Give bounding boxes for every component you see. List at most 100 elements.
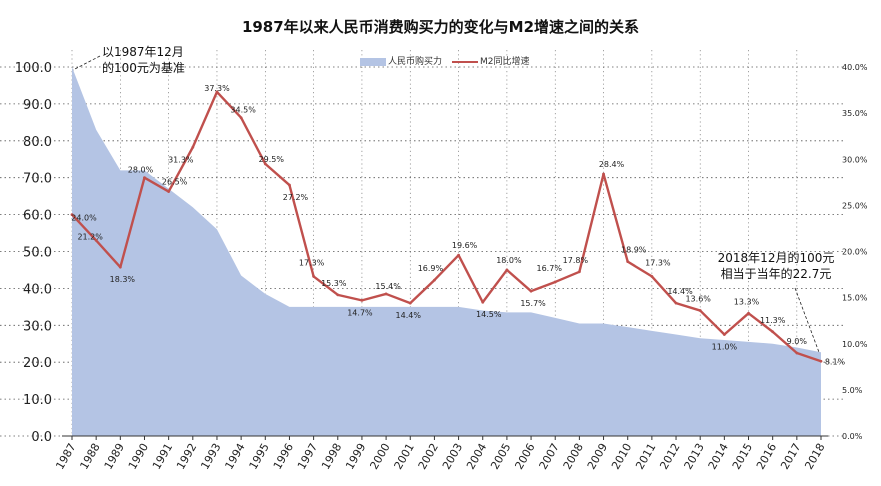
line-point bbox=[433, 278, 436, 282]
line-point bbox=[698, 309, 702, 312]
line-point bbox=[577, 270, 581, 274]
legend-item-purchasing-power: 人民币购买力 bbox=[360, 54, 442, 67]
y-left-tick-label: 100.0 bbox=[15, 61, 52, 76]
line-m2-growth bbox=[71, 90, 822, 363]
legend-swatch-area bbox=[360, 57, 386, 66]
annotation-baseline-line-2: 的100元为基准 bbox=[102, 61, 185, 75]
x-tick-label: 2012 bbox=[657, 441, 682, 472]
area-layer bbox=[72, 67, 821, 436]
data-label: 16.9% bbox=[418, 264, 444, 273]
x-tick-label: 2014 bbox=[706, 441, 731, 472]
x-tick-label: 1988 bbox=[78, 441, 103, 472]
x-tick-label: 1995 bbox=[247, 441, 272, 472]
line-point bbox=[650, 275, 654, 278]
x-tick-label: 2000 bbox=[367, 441, 392, 472]
data-label: 17.8% bbox=[563, 256, 589, 265]
data-label: 17.3% bbox=[645, 258, 671, 267]
data-label: 14.5% bbox=[476, 310, 502, 319]
x-tick-label: 2018 bbox=[802, 441, 827, 472]
x-tick-label: 1991 bbox=[150, 441, 175, 472]
y-right-tick-label: 30.0% bbox=[842, 155, 868, 164]
x-tick-label: 2006 bbox=[512, 441, 537, 472]
y-right-tick-label: 15.0% bbox=[842, 294, 868, 303]
annotation-2018-line-2: 相当于当年的22.7元 bbox=[720, 267, 832, 281]
data-label: 15.3% bbox=[321, 279, 347, 288]
data-label: 34.5% bbox=[230, 106, 256, 115]
data-label: 18.9% bbox=[621, 246, 647, 255]
line-layer bbox=[70, 90, 823, 363]
annotation-layer bbox=[72, 55, 820, 353]
y-left-tick-label: 0.0 bbox=[31, 430, 52, 445]
y-right-tick-label: 5.0% bbox=[842, 386, 863, 395]
line-point bbox=[360, 298, 364, 302]
chart-title: 1987年以来人民币消费购买力的变化与M2增速之间的关系 bbox=[241, 18, 640, 36]
data-label: 8.1% bbox=[825, 357, 846, 366]
data-label: 28.0% bbox=[128, 166, 154, 175]
x-tick-label: 1990 bbox=[126, 441, 151, 472]
y-right-tick-label: 40.0% bbox=[842, 63, 868, 72]
line-point bbox=[553, 280, 557, 284]
data-label: 18.0% bbox=[496, 256, 522, 265]
data-label: 11.3% bbox=[760, 316, 786, 325]
line-point bbox=[602, 172, 605, 176]
x-tick-label: 1996 bbox=[271, 441, 296, 472]
line-point bbox=[167, 190, 171, 193]
y-left-tick-label: 90.0 bbox=[23, 98, 52, 113]
y-left-tick-label: 50.0 bbox=[23, 246, 52, 261]
data-label: 18.3% bbox=[110, 275, 136, 284]
y-left-tick-label: 70.0 bbox=[23, 172, 52, 187]
annotation-2018-leader bbox=[794, 287, 820, 353]
data-label: 14.4% bbox=[667, 287, 693, 296]
data-label: 31.3% bbox=[168, 155, 194, 164]
annotation-2018-line-1: 2018年12月的100元 bbox=[717, 251, 835, 265]
x-tick-label: 2007 bbox=[537, 441, 562, 472]
annotation-2018: 2018年12月的100元 相当于当年的22.7元 bbox=[706, 250, 846, 282]
data-label: 15.7% bbox=[520, 299, 546, 308]
line-point bbox=[771, 330, 775, 334]
y-left-tick-label: 20.0 bbox=[23, 356, 52, 371]
area-purchasing-power bbox=[72, 67, 821, 436]
y-left-tick-label: 40.0 bbox=[23, 282, 52, 297]
x-tick-label: 2005 bbox=[488, 441, 513, 472]
data-label-layer: 24.0% 21.2% 18.3% 28.0% 26.5% 31.3% 37.3% 34.5%… bbox=[71, 84, 845, 366]
x-tick-label: 2001 bbox=[392, 441, 417, 472]
x-tick-label: 2004 bbox=[464, 441, 489, 472]
data-label: 9.0% bbox=[787, 337, 808, 346]
x-tick-label: 1998 bbox=[319, 441, 344, 472]
data-label: 21.2% bbox=[77, 232, 103, 241]
x-tick-label: 1992 bbox=[174, 441, 199, 472]
y-left-tick-label: 10.0 bbox=[23, 393, 52, 408]
line-point bbox=[94, 239, 98, 242]
y-left-tick-label: 60.0 bbox=[23, 209, 52, 224]
annotation-baseline-leader bbox=[72, 55, 101, 71]
line-point bbox=[384, 292, 388, 296]
line-point bbox=[70, 213, 74, 217]
x-tick-label: 1993 bbox=[198, 441, 223, 472]
data-label: 13.3% bbox=[734, 297, 760, 306]
data-label: 29.5% bbox=[259, 155, 285, 164]
x-tick-label: 2017 bbox=[778, 441, 803, 472]
line-point bbox=[795, 351, 799, 355]
data-label: 14.7% bbox=[347, 308, 373, 317]
line-point bbox=[747, 311, 750, 315]
data-label: 19.6% bbox=[452, 241, 478, 250]
data-label: 24.0% bbox=[71, 214, 97, 223]
x-tick-label: 1997 bbox=[295, 441, 320, 472]
line-point bbox=[263, 162, 267, 166]
y-left-tick-label: 30.0 bbox=[23, 319, 52, 334]
y-right-tick-label: 20.0% bbox=[842, 248, 868, 257]
line-point bbox=[336, 293, 340, 297]
data-label: 37.3% bbox=[204, 84, 230, 93]
line-point bbox=[626, 260, 630, 264]
x-tick-label: 2009 bbox=[585, 441, 610, 472]
y-right-tick-label: 10.0% bbox=[842, 340, 868, 349]
x-tick-label: 2015 bbox=[730, 441, 755, 472]
y-right-tick-label: 25.0% bbox=[842, 201, 868, 210]
x-tick-label: 2002 bbox=[416, 441, 441, 472]
legend-label-m2-growth: M2同比增速 bbox=[480, 57, 530, 67]
x-tick-label: 2008 bbox=[561, 441, 586, 472]
x-tick-label: 1987 bbox=[53, 441, 78, 472]
x-tick-label: 2016 bbox=[754, 441, 779, 472]
data-label: 14.4% bbox=[396, 311, 422, 320]
x-tick-label: 2003 bbox=[440, 441, 465, 472]
